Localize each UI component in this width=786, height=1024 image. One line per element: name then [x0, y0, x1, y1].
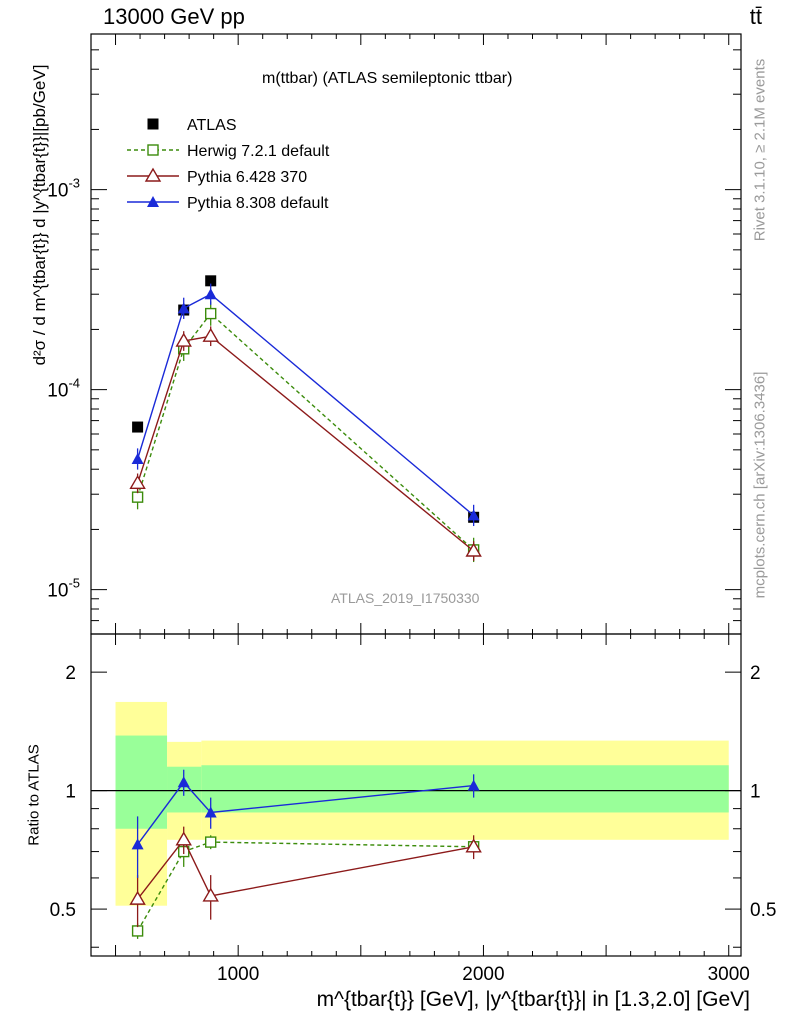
- data-point: [129, 474, 146, 490]
- y-axis-label: d²σ / d m^{tbar{t}} d |y^{tbar{t}}|[pb/G…: [30, 64, 49, 366]
- series-line: [136, 312, 475, 551]
- band-stat-0: [115, 735, 168, 829]
- x-tick-label: 3000: [708, 964, 750, 985]
- ratio-line: [137, 838, 474, 900]
- ratio-point: [129, 890, 146, 905]
- data-point: [177, 302, 190, 314]
- data-point: [467, 509, 480, 521]
- y-tick-label: 10-4: [47, 376, 80, 402]
- ratio-tick-label: 1: [65, 782, 76, 803]
- ratio-tick-label-right: 2: [750, 663, 761, 684]
- ratio-point: [467, 779, 480, 791]
- ratio-point: [175, 831, 192, 846]
- ratio-tick-label: 2: [65, 663, 76, 684]
- legend-entry-3: Pythia 8.308 default: [127, 195, 329, 212]
- ratio-point: [204, 836, 217, 848]
- series-3: [131, 283, 480, 527]
- ratio-point: [204, 806, 217, 818]
- data-point: [132, 421, 144, 433]
- ratio-y-axis-label: Ratio to ATLAS: [25, 744, 43, 846]
- legend-entry-0: ATLAS: [147, 117, 237, 134]
- ratio-tick-label-right: 0.5: [750, 900, 776, 921]
- series-2: [129, 326, 482, 561]
- ratio-uncertainty-bands: [91, 701, 741, 906]
- ratio-point: [202, 887, 219, 902]
- process-label: tt̄: [749, 4, 762, 29]
- data-point: [204, 288, 217, 300]
- y-tick-label: 10-5: [47, 576, 80, 602]
- ratio-point: [465, 838, 482, 853]
- ratio-line: [136, 841, 474, 932]
- ratio-series-1: [131, 835, 480, 939]
- plot-frames: [90, 33, 742, 957]
- ratio-point: [177, 776, 190, 788]
- ratio-tick-label: 0.5: [50, 900, 76, 921]
- data-point: [202, 327, 219, 342]
- data-point: [175, 332, 192, 347]
- y-tick-label: 10-3: [47, 176, 80, 202]
- legend-label: Pythia 8.308 default: [187, 195, 329, 212]
- data-point: [131, 452, 144, 464]
- series-line: [136, 335, 475, 552]
- ratio-point: [131, 925, 144, 937]
- band-stat-2: [201, 765, 221, 813]
- source-label: mcplots.cern.ch [arXiv:1306.3436]: [751, 371, 769, 599]
- series-layer: [129, 275, 482, 939]
- ratio-tick-label-right: 1: [750, 782, 761, 803]
- rivet-label: Rivet 3.1.10, ≥ 2.1M events: [751, 58, 769, 242]
- data-point: [204, 307, 217, 320]
- chart-title: m(ttbar) (ATLAS semileptonic ttbar): [262, 70, 513, 87]
- legend-entry-2: Pythia 6.428 370: [127, 167, 307, 186]
- legend: ATLAS Herwig 7.2.1 default Pythia 6.428 37…: [127, 117, 330, 212]
- data-point: [205, 275, 217, 287]
- legend-marker: [147, 144, 159, 156]
- legend-label: ATLAS: [187, 117, 237, 134]
- ratio-line: [137, 781, 474, 845]
- ratio-series-3: [131, 769, 480, 878]
- ratio-frame: [90, 633, 742, 957]
- legend-label: Herwig 7.2.1 default: [187, 143, 330, 160]
- x-tick-label: 2000: [462, 964, 504, 985]
- axis-ticks: 1000 2000 3000 10-3 10-4 10-5 2 2 1 1 0.5 0.5: [47, 33, 776, 985]
- ratio-point: [131, 838, 144, 850]
- ratio-series-2: [129, 826, 482, 928]
- legend-label: Pythia 6.428 370: [187, 169, 307, 186]
- legend-entry-1: Herwig 7.2.1 default: [127, 143, 330, 160]
- data-point: [131, 491, 144, 503]
- watermark: ATLAS_2019_I1750330: [331, 590, 480, 606]
- x-axis-label: m^{tbar{t}} [GeV], |y^{tbar{t}}| in [1.3…: [316, 988, 750, 1011]
- x-tick-label: 1000: [217, 964, 259, 985]
- energy-label: 13000 GeV pp: [103, 4, 245, 29]
- data-point: [465, 542, 482, 557]
- legend-marker: [144, 167, 162, 182]
- series-line: [136, 293, 475, 516]
- legend-marker: [147, 196, 159, 207]
- legend-marker: [147, 118, 159, 130]
